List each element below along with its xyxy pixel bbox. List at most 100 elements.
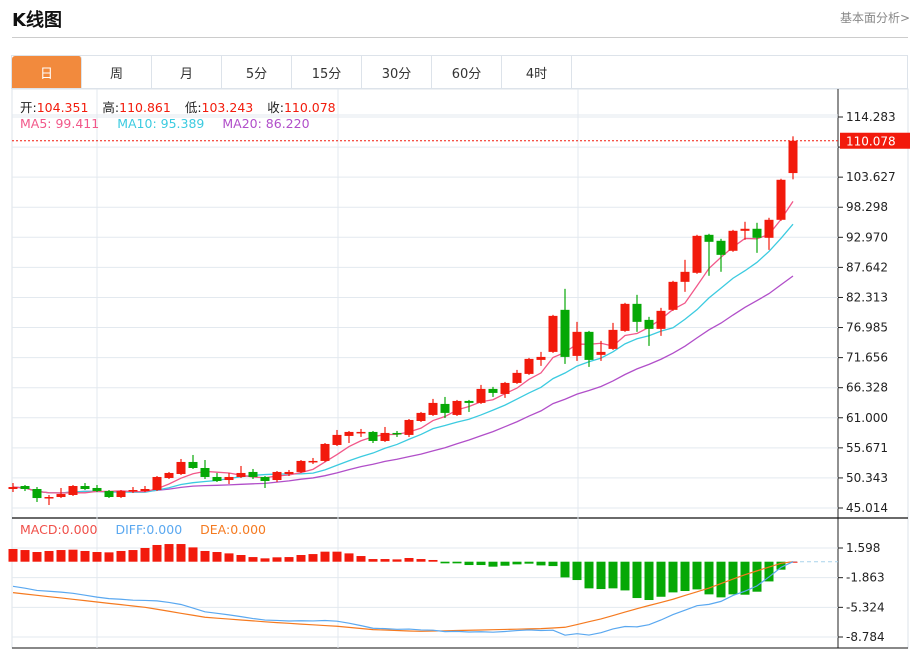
candle xyxy=(716,238,726,272)
candle-body xyxy=(428,402,438,415)
macd-bar xyxy=(620,561,630,591)
candle xyxy=(788,136,798,180)
candle xyxy=(272,470,282,483)
candle xyxy=(260,476,270,488)
macd-bar xyxy=(740,561,750,595)
tab-15min[interactable]: 15分 xyxy=(292,56,362,88)
candle-body xyxy=(632,303,642,322)
candle-body xyxy=(440,403,450,413)
macd-bar xyxy=(32,552,42,562)
macd-bar xyxy=(560,561,570,578)
tab-60min[interactable]: 60分 xyxy=(432,56,502,88)
candle xyxy=(380,426,390,442)
candle xyxy=(572,321,582,361)
candle-body xyxy=(140,489,150,492)
candle-body xyxy=(260,476,270,481)
macd-bar xyxy=(20,550,30,562)
candle xyxy=(44,494,54,506)
y-tick-label: 55.671 xyxy=(846,441,888,455)
candle xyxy=(548,314,558,353)
candle-body xyxy=(416,412,426,421)
macd-bar xyxy=(680,561,690,592)
candle-body xyxy=(116,491,126,498)
tab-4hour[interactable]: 4时 xyxy=(502,56,572,88)
candle-body xyxy=(692,235,702,273)
fundamental-analysis-link[interactable]: 基本面分析> xyxy=(839,11,910,25)
candle-body xyxy=(596,351,606,355)
candle-body xyxy=(56,494,66,498)
candle xyxy=(188,454,198,469)
candle xyxy=(80,483,90,491)
macd-bar xyxy=(56,550,66,562)
candle-body xyxy=(92,487,102,492)
candle-body xyxy=(392,432,402,435)
candle-body xyxy=(200,468,210,477)
candle xyxy=(644,316,654,346)
candle xyxy=(128,487,138,494)
macd-bar xyxy=(164,544,174,562)
candle-body xyxy=(644,319,654,329)
candle xyxy=(740,221,750,240)
macd-bar xyxy=(500,561,510,566)
macd-bar xyxy=(344,553,354,562)
candle-body xyxy=(356,431,366,434)
macd-bar xyxy=(272,557,282,562)
tab-week[interactable]: 周 xyxy=(82,56,152,88)
macd-bar xyxy=(596,561,606,590)
ma5-line xyxy=(12,201,794,494)
candle-body xyxy=(680,271,690,282)
diff-line xyxy=(12,561,794,636)
macd-bar xyxy=(68,549,78,562)
candle xyxy=(440,396,450,418)
candle-body xyxy=(728,230,738,251)
y-tick-label: 114.283 xyxy=(846,110,896,124)
candle-body xyxy=(164,472,174,478)
candle-body xyxy=(332,434,342,445)
tab-day[interactable]: 日 xyxy=(12,56,82,88)
tab-30min[interactable]: 30分 xyxy=(362,56,432,88)
y-tick-label: 103.627 xyxy=(846,170,896,184)
candle-body xyxy=(152,476,162,491)
candle-body xyxy=(296,460,306,472)
candle-body xyxy=(32,489,42,499)
candle xyxy=(704,233,714,276)
candle-body xyxy=(776,179,786,220)
macd-bar xyxy=(8,549,18,562)
candle-body xyxy=(560,309,570,357)
candle-body xyxy=(536,356,546,360)
candle xyxy=(428,398,438,416)
macd-bar xyxy=(512,561,522,565)
candle xyxy=(284,469,294,477)
candle-body xyxy=(668,281,678,310)
dea-line xyxy=(12,561,794,632)
macd-bar xyxy=(536,561,546,566)
candle-body xyxy=(500,382,510,394)
candle-body xyxy=(8,487,18,490)
candle xyxy=(764,217,774,250)
ma5-legend: MA5: 99.411 xyxy=(20,116,100,131)
candle-body xyxy=(572,331,582,356)
candle-body xyxy=(476,388,486,403)
macd-bar xyxy=(188,547,198,562)
macd-bar xyxy=(308,554,318,562)
macd-bar xyxy=(152,544,162,562)
candle-body xyxy=(488,388,498,393)
macd-bar xyxy=(716,561,726,598)
macd-bar xyxy=(392,559,402,562)
candle xyxy=(248,468,258,480)
tab-month[interactable]: 月 xyxy=(152,56,222,88)
divider xyxy=(12,37,908,38)
candle xyxy=(32,487,42,502)
macd-bar xyxy=(224,553,234,562)
ohlc-info: 开:104.351 高:110.861 低:103.243 收:110.078 xyxy=(20,97,346,116)
tab-5min[interactable]: 5分 xyxy=(222,56,292,88)
macd-bar xyxy=(656,561,666,597)
macd-bar xyxy=(692,561,702,590)
candle xyxy=(116,490,126,499)
macd-bar xyxy=(452,561,462,564)
y-tick-label: 76.985 xyxy=(846,321,888,335)
macd-y-tick-label: 1.598 xyxy=(846,541,880,555)
ma-legend: MA5: 99.411 MA10: 95.389 MA20: 86.220 xyxy=(20,116,310,131)
candle-body xyxy=(716,240,726,255)
